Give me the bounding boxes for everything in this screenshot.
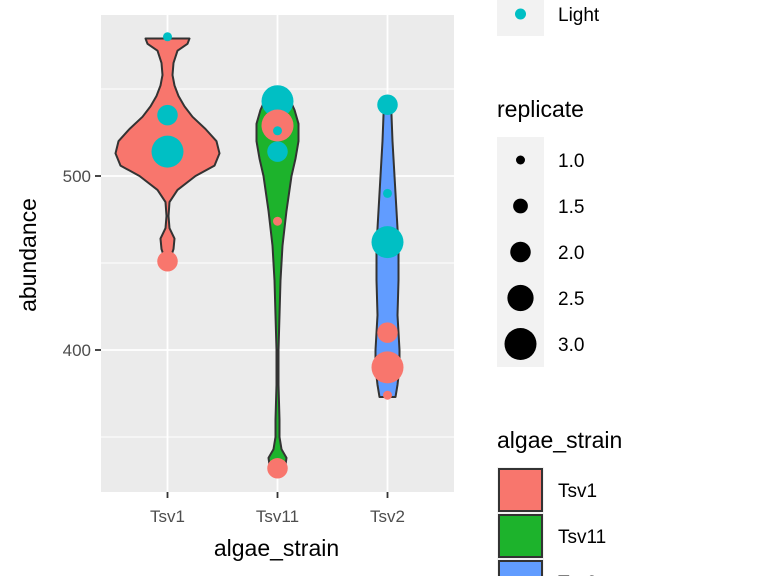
data-point xyxy=(267,141,288,162)
data-point xyxy=(377,322,398,343)
legend-label: Tsv2 xyxy=(558,573,597,576)
legend-label: 2.0 xyxy=(558,243,584,264)
points xyxy=(151,32,404,479)
legend-key-fill xyxy=(498,468,543,512)
data-point xyxy=(261,85,294,118)
data-point xyxy=(383,188,392,198)
y-axis-title: abundance xyxy=(15,198,41,312)
legend-key-point xyxy=(516,155,525,165)
legend-key-fill xyxy=(498,560,543,576)
legend-label: Tsv11 xyxy=(558,527,606,548)
legend-key-point xyxy=(510,241,531,263)
x-axis-title: algae_strain xyxy=(214,535,339,561)
legend-label: Tsv1 xyxy=(558,481,597,502)
legend-title-algae-strain: algae_strain xyxy=(497,427,622,453)
data-point xyxy=(163,32,172,42)
data-point xyxy=(261,109,294,142)
legend-label: 3.0 xyxy=(558,335,584,356)
legend: Light replicate 1.0 1.5 2.0 2.5 3.0 algae_strai… xyxy=(497,0,622,576)
data-point xyxy=(377,94,398,115)
data-point xyxy=(267,458,288,479)
legend-key-point xyxy=(507,284,534,312)
data-point xyxy=(151,135,184,168)
legend-label: 2.5 xyxy=(558,289,584,310)
data-point xyxy=(273,216,282,226)
legend-key-point xyxy=(513,198,528,214)
x-tick-label: Tsv11 xyxy=(256,507,299,526)
legend-key-point xyxy=(504,328,537,360)
data-point xyxy=(371,351,404,384)
data-point xyxy=(383,390,392,400)
data-point xyxy=(157,104,178,126)
legend-title-replicate: replicate xyxy=(497,96,584,122)
x-tick-label: Tsv2 xyxy=(370,507,405,526)
y-tick-label: 400 xyxy=(63,341,91,360)
axes: 400 500 Tsv1 Tsv11 Tsv2 xyxy=(63,167,405,526)
x-tick-label: Tsv1 xyxy=(150,507,185,526)
legend-key-fill xyxy=(498,514,543,558)
legend-label: Light xyxy=(558,5,600,26)
data-point xyxy=(371,226,404,259)
data-point xyxy=(273,126,282,136)
legend-label: 1.0 xyxy=(558,151,584,172)
legend-label: 1.5 xyxy=(558,197,584,218)
legend-key-point xyxy=(515,8,526,20)
y-tick-label: 500 xyxy=(63,167,91,186)
data-point xyxy=(157,251,178,272)
